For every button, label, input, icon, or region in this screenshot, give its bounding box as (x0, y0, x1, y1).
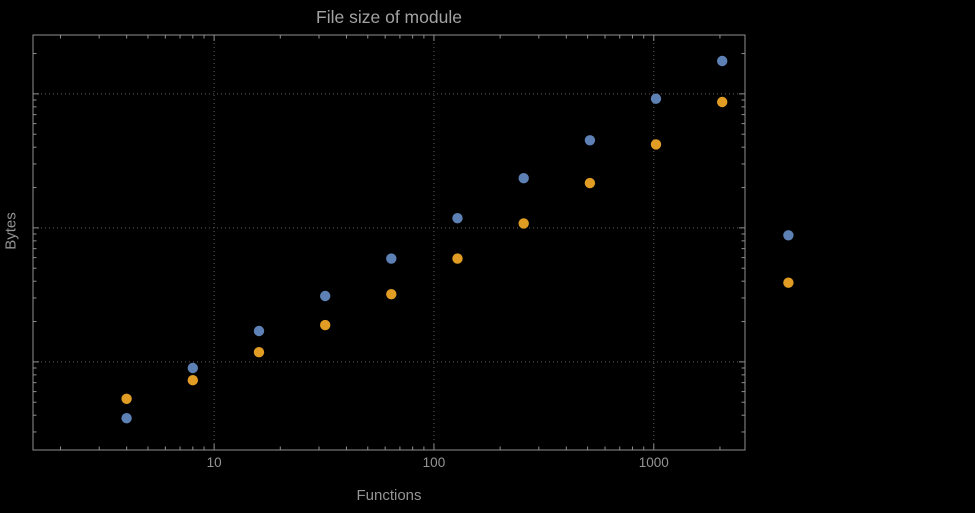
x-tick-label: 1000 (638, 455, 669, 470)
y-axis-label: Bytes (2, 212, 20, 250)
data-point-series-blue (717, 55, 728, 67)
data-point-series-orange (121, 393, 132, 404)
data-point-series-orange (650, 139, 662, 150)
data-point-series-blue (386, 253, 397, 264)
data-point-series-blue (783, 230, 794, 241)
data-point-series-orange (187, 375, 198, 386)
data-point-series-orange (717, 96, 728, 108)
x-axis-label: Functions (356, 487, 422, 504)
data-point-series-blue (518, 173, 529, 184)
data-point-series-blue (584, 135, 596, 146)
data-point-series-blue (121, 413, 132, 424)
x-tick-label: 100 (422, 455, 446, 470)
data-point-series-orange (783, 277, 794, 288)
data-point-series-blue (452, 213, 463, 224)
data-point-series-orange (386, 289, 397, 300)
data-point-series-orange (320, 319, 331, 331)
chart-title: File size of module (316, 7, 462, 27)
data-point-series-blue (253, 325, 265, 337)
data-point-series-blue (320, 290, 331, 302)
x-tick-label: 10 (206, 455, 222, 470)
data-point-series-orange (518, 218, 529, 229)
data-point-series-orange (253, 347, 265, 358)
data-point-series-blue (187, 362, 198, 374)
data-point-series-orange (452, 253, 463, 264)
data-point-series-blue (650, 93, 662, 104)
data-point-series-orange (584, 177, 596, 189)
plot-frame (32, 34, 746, 451)
